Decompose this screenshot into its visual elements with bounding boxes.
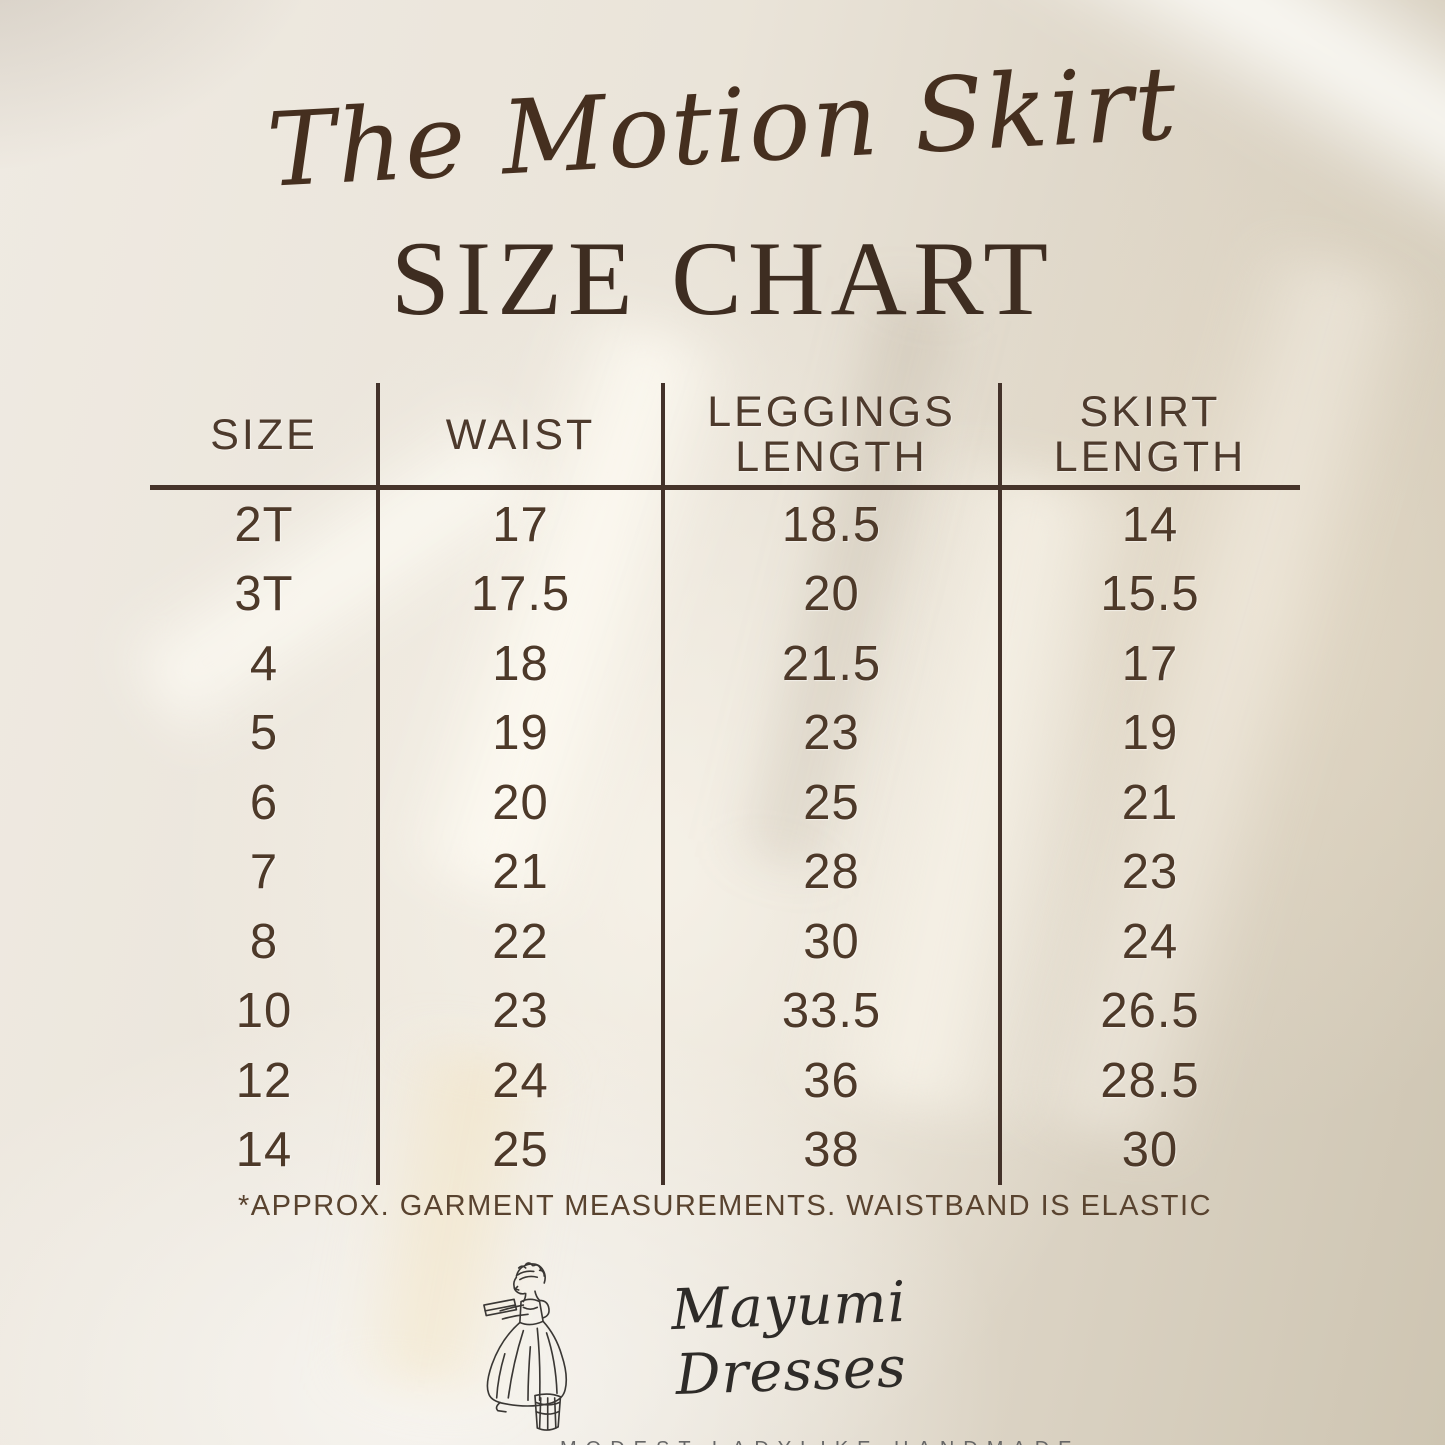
cell-skirt-length: 15.5 [1100,567,1200,622]
cell-size: 6 [249,775,279,830]
column-divider [376,383,380,1185]
cell-leggings-length: 33.5 [781,984,882,1039]
cell-skirt-length: 21 [1121,775,1179,830]
column-header-leggings-length: LEGGINGS LENGTH [663,383,1000,487]
column-header-line: SKIRT [1079,388,1221,437]
cell-waist: 22 [492,914,549,969]
cell-size: 14 [235,1123,293,1178]
table-header-row: SIZE WAIST LEGGINGS LENGTH SKIRT LENGTH [150,383,1300,487]
measurement-note: *APPROX. GARMENT MEASUREMENTS. WAISTBAND… [237,1190,1213,1222]
page-title: SIZE CHART [390,220,1055,337]
cell-size: 10 [235,984,293,1039]
cell-size: 4 [249,636,279,691]
brand-text-block: Mayumi Dresses MODEST.LADYLIKE.HANDMADE [560,1252,1072,1445]
table-row: 8 22 30 24 [150,907,1300,977]
cell-leggings-length: 21.5 [781,636,882,691]
cell-size: 5 [249,706,279,761]
cell-size: 3T [234,567,294,622]
column-divider [998,383,1002,1185]
cell-skirt-length: 26.5 [1100,984,1200,1039]
cell-skirt-length: 23 [1121,845,1179,900]
table-row: 12 24 36 28.5 [150,1046,1300,1116]
column-header-size: SIZE [150,383,378,487]
cell-waist: 25 [492,1123,549,1178]
cell-skirt-length: 19 [1121,706,1179,761]
product-script-title: The Motion Skirt [264,44,1181,211]
table-row: 10 23 33.5 26.5 [150,977,1300,1047]
cell-leggings-length: 30 [803,914,860,969]
table-row: 7 21 28 23 [150,838,1300,908]
table-row: 14 25 38 30 [150,1116,1300,1186]
brand-name: Mayumi Dresses [670,1269,908,1408]
cell-leggings-length: 38 [803,1123,860,1178]
table-row: 2T 17 18.5 14 [150,490,1300,560]
header-rule [150,485,1300,490]
brand-logo: Mayumi Dresses MODEST.LADYLIKE.HANDMADE [430,1252,1072,1445]
cell-leggings-length: 28 [803,845,860,900]
cell-skirt-length: 24 [1121,914,1179,969]
cell-skirt-length: 14 [1121,497,1179,552]
cell-leggings-length: 23 [803,706,860,761]
column-header-line: LENGTH [1053,433,1247,481]
cell-size: 7 [249,845,279,900]
cell-waist: 23 [492,984,549,1039]
cell-waist: 24 [492,1053,549,1108]
cell-waist: 21 [492,845,549,900]
cell-skirt-length: 28.5 [1100,1053,1200,1108]
cell-size: 8 [249,914,279,969]
table-row: 4 18 21.5 17 [150,629,1300,699]
column-divider [661,383,665,1185]
cell-waist: 20 [492,775,549,830]
table-row: 3T 17.5 20 15.5 [150,560,1300,630]
table-row: 6 20 25 21 [150,768,1300,838]
brand-tagline: MODEST.LADYLIKE.HANDMADE [560,1438,1072,1445]
column-header-line: SIZE [210,410,318,459]
cell-waist: 18 [492,636,549,691]
column-header-line: WAIST [445,410,596,459]
woman-reading-illustration-icon [483,1262,568,1431]
cell-skirt-length: 30 [1121,1123,1179,1178]
column-header-skirt-length: SKIRT LENGTH [1000,383,1300,487]
column-header-line: LEGGINGS [707,388,956,437]
table-body: 2T 17 18.5 14 3T 17.5 20 15.5 4 18 21.5 … [150,490,1300,1185]
cell-leggings-length: 18.5 [781,497,882,552]
column-header-line: LENGTH [735,433,928,481]
cell-waist: 17 [492,497,549,552]
size-table: SIZE WAIST LEGGINGS LENGTH SKIRT LENGTH … [150,383,1300,1185]
table-row: 5 19 23 19 [150,699,1300,769]
cell-size: 12 [235,1053,293,1108]
cell-leggings-length: 25 [803,775,860,830]
cell-waist: 17.5 [470,567,571,622]
cell-waist: 19 [492,706,549,761]
cell-leggings-length: 36 [803,1053,860,1108]
column-header-waist: WAIST [378,383,663,487]
cell-size: 2T [234,497,294,552]
cell-leggings-length: 20 [803,567,860,622]
cell-skirt-length: 17 [1121,636,1179,691]
